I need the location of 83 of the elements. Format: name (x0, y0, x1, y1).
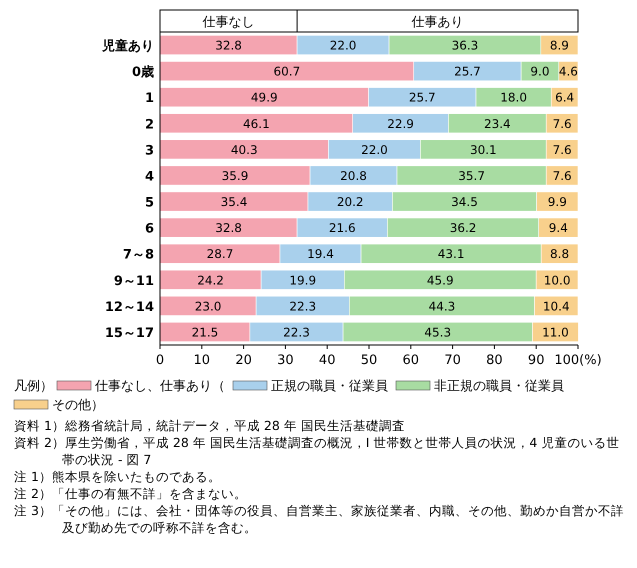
x-tick-label: 90 (528, 353, 544, 368)
text: 注 2）「仕事の有無不詳」を含まない。 (14, 486, 247, 501)
text: 注 1）熊本県を除いたものである。 (14, 469, 221, 484)
data-label: 22.3 (283, 325, 310, 340)
legend-label: 正規の職員・従業員 (271, 379, 388, 394)
x-tick-label: 100(%) (554, 353, 602, 368)
y-tick-label: 6 (144, 222, 154, 237)
data-label: 19.9 (289, 273, 316, 288)
data-label: 21.6 (328, 221, 356, 236)
data-label: 10.4 (542, 299, 570, 314)
x-tick-label: 50 (360, 353, 378, 368)
data-label: 7.6 (552, 116, 572, 131)
x-tick-label: 80 (486, 353, 503, 368)
data-label: 4.6 (558, 64, 578, 79)
data-label: 40.3 (230, 142, 258, 157)
data-label: 22.0 (361, 142, 388, 157)
y-tick-label: 4 (144, 169, 154, 184)
y-tick-label: 児童あり (101, 38, 154, 54)
text: 注 3）「その他」には、会社・団体等の役員、自営業主、家族従業者、内職、その他、勤めか自営か不詳及び勤め先での呼称不詳を含む。 (14, 503, 624, 535)
data-label: 20.2 (336, 195, 364, 210)
data-label: 10.0 (544, 273, 570, 288)
y-tick-label: 3 (144, 143, 154, 158)
data-label: 22.0 (330, 38, 356, 53)
data-label: 34.5 (451, 195, 478, 210)
x-tick-label: 10 (194, 353, 210, 368)
data-label: 7.6 (552, 142, 572, 157)
data-label: 43.1 (438, 247, 464, 262)
x-tick-label: 70 (444, 353, 461, 368)
data-label: 24.2 (197, 273, 224, 288)
data-label: 18.0 (500, 90, 527, 105)
x-tick-label: 40 (318, 353, 336, 368)
data-label: 22.3 (289, 299, 316, 314)
y-tick-label: 7～8 (122, 248, 154, 263)
data-label: 25.7 (408, 90, 436, 105)
data-label: 45.9 (426, 273, 454, 288)
data-label: 46.1 (242, 116, 270, 131)
data-label: 8.9 (550, 38, 569, 53)
y-tick-label: 15～17 (104, 326, 154, 341)
y-tick-label: 5 (144, 196, 154, 211)
data-label: 60.7 (274, 64, 300, 79)
data-label: 45.3 (424, 325, 452, 340)
data-label: 23.0 (194, 299, 222, 314)
legend-label: その他） (52, 398, 104, 413)
data-label: 20.8 (340, 168, 367, 183)
data-label: 21.5 (192, 325, 218, 340)
legend-title: 凡例） (14, 379, 53, 394)
data-label: 6.4 (555, 90, 574, 105)
data-label: 11.0 (542, 325, 569, 340)
y-tick-label: 0歳 (132, 65, 154, 80)
data-label: 8.8 (550, 247, 570, 262)
data-label: 19.4 (307, 247, 334, 262)
x-tick-label: 30 (277, 353, 294, 368)
data-label: 23.4 (484, 116, 511, 131)
data-label: 35.4 (220, 195, 248, 210)
text: 資料 2）厚生労働省，平成 28 年 国民生活基礎調査の概況，I 世帯数と世帯人員の状況，4 児童のいる世帯の状況 - 図 7 (14, 435, 620, 467)
data-label: 32.8 (215, 38, 242, 53)
data-label: 7.6 (552, 168, 572, 183)
data-label: 35.7 (458, 168, 485, 183)
data-label: 36.3 (452, 38, 478, 53)
x-tick-label: 20 (235, 353, 252, 368)
data-label: 22.9 (387, 116, 414, 131)
data-label: 9.9 (548, 195, 567, 210)
data-label: 9.4 (548, 221, 568, 236)
y-tick-label: 12～14 (104, 300, 154, 315)
legend-label: 仕事なし、仕事あり（ (94, 379, 225, 394)
y-tick-label: 2 (144, 117, 154, 132)
y-tick-label: 9～11 (114, 274, 154, 289)
y-tick-label: 1 (144, 91, 154, 106)
data-label: 28.7 (206, 247, 234, 262)
text: 資料 1）総務省統計局，統計データ，平成 28 年 国民生活基礎調査 (14, 418, 405, 433)
data-label: 36.2 (450, 221, 476, 236)
x-tick-label: 60 (402, 353, 420, 368)
legend-label: 非正規の職員・従業員 (434, 379, 564, 394)
data-label: 32.8 (215, 221, 242, 236)
data-label: 30.1 (470, 142, 497, 157)
data-label: 25.7 (454, 64, 481, 79)
text: 仕事なし (202, 15, 255, 30)
data-label: 49.9 (250, 90, 278, 105)
data-label: 44.3 (428, 299, 456, 314)
text: 仕事あり (410, 15, 464, 30)
data-label: 9.0 (530, 64, 550, 79)
data-label: 35.9 (222, 168, 248, 183)
x-tick-label: 0 (156, 353, 164, 368)
